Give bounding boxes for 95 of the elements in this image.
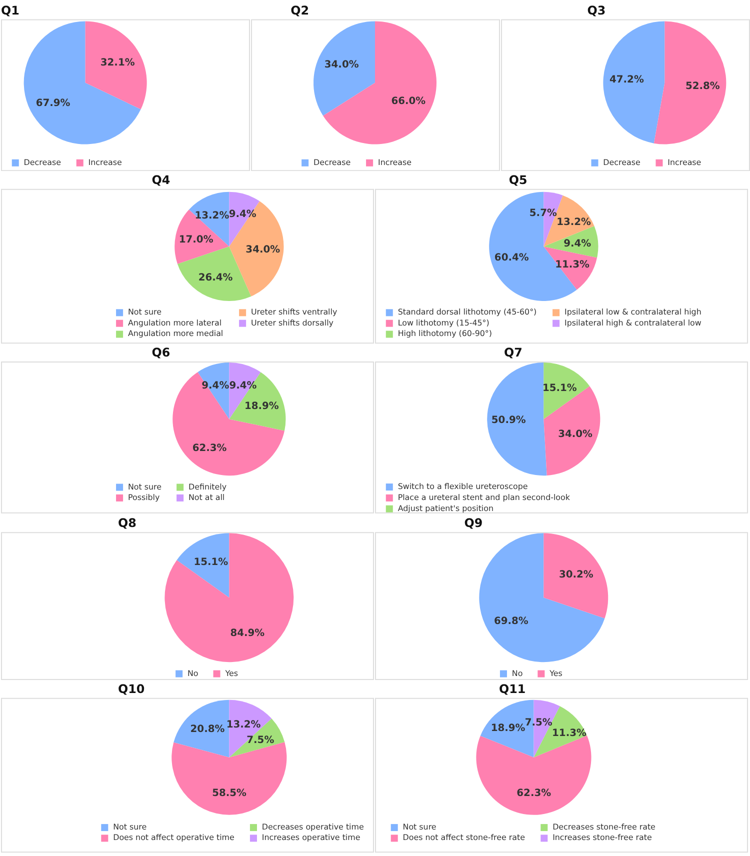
- legend-label: Does not affect stone-free rate: [402, 833, 526, 842]
- data-label: 34.0%: [246, 244, 280, 256]
- legend-label: Definitely: [188, 482, 227, 492]
- legend-label: Increase: [378, 158, 412, 167]
- data-label: 32.1%: [100, 57, 135, 68]
- chart-title: Q7: [504, 346, 522, 360]
- data-label: 67.9%: [36, 98, 70, 110]
- legend-label: Increases operative time: [262, 833, 360, 842]
- data-label: 58.5%: [212, 788, 247, 800]
- legend-label: Not sure: [113, 822, 147, 832]
- data-label: 50.9%: [491, 415, 526, 426]
- legend-label: High lithotomy (60-90°): [398, 329, 492, 338]
- data-label: 66.0%: [391, 96, 426, 108]
- legend-label: Possibly: [128, 492, 160, 502]
- legend-label: No: [188, 668, 198, 678]
- data-label: 11.3%: [555, 259, 590, 270]
- data-label: 62.3%: [192, 443, 227, 454]
- data-label: 7.5%: [524, 718, 552, 729]
- legend-label: Ipsilateral high & contralateral low: [564, 318, 702, 328]
- pie-slice: [85, 21, 147, 110]
- legend-label: Does not affect operative time: [113, 833, 234, 842]
- data-label: 13.2%: [194, 210, 230, 222]
- legend-label: Not at all: [188, 492, 225, 502]
- data-label: 69.8%: [494, 616, 528, 627]
- data-label: 7.5%: [246, 735, 274, 746]
- data-label: 84.9%: [230, 628, 265, 640]
- legend-label: Ureter shifts ventrally: [250, 308, 338, 317]
- data-label: 15.1%: [542, 382, 577, 394]
- data-label: 13.2%: [226, 720, 261, 731]
- pie-slice: [229, 700, 272, 758]
- data-label: 17.0%: [178, 234, 214, 246]
- chart-title: Q2: [290, 3, 310, 18]
- legend-label: Decrease: [24, 158, 62, 167]
- legend-label: Yes: [224, 668, 238, 678]
- legend-label: Ipsilateral low & contralateral high: [564, 308, 702, 317]
- data-label: 11.3%: [552, 728, 586, 740]
- data-label: 26.4%: [198, 272, 233, 284]
- pie-slice: [174, 210, 230, 264]
- data-label: 13.2%: [556, 217, 592, 228]
- pie-slice: [176, 533, 230, 598]
- pie-slice: [323, 21, 436, 144]
- legend-label: Yes: [548, 668, 562, 678]
- data-label: 15.1%: [194, 557, 228, 568]
- pie-slice: [544, 533, 608, 618]
- legend-label: Standard dorsal lithotomy (45-60°): [398, 308, 537, 317]
- legend-label: Ureter shifts dorsally: [250, 318, 334, 328]
- pie-slice: [172, 372, 285, 476]
- legend-label: Not sure: [128, 308, 162, 317]
- pie-slice: [654, 21, 726, 144]
- data-label: 62.3%: [516, 788, 552, 800]
- legend-label: Adjust patient's position: [398, 504, 494, 513]
- data-label: 34.0%: [558, 429, 593, 440]
- chart-title: Q10: [118, 682, 145, 696]
- legend-label: Low lithotomy (15-45°): [398, 318, 490, 328]
- data-label: 60.4%: [494, 252, 529, 264]
- legend-label: No: [512, 668, 523, 678]
- legend-label: Decreases operative time: [262, 822, 364, 832]
- chart-title: Q8: [118, 516, 136, 530]
- legend-label: Increase: [88, 158, 122, 167]
- legend-label: Not sure: [402, 822, 436, 832]
- legend-label: Angulation more lateral: [128, 318, 222, 328]
- data-label: 9.4%: [564, 238, 592, 250]
- data-label: 52.8%: [685, 81, 720, 92]
- chart-title: Q11: [499, 682, 526, 696]
- pie-slice: [603, 21, 665, 144]
- legend-label: Switch to a flexible ureteroscope: [398, 482, 528, 492]
- pie-slice: [314, 21, 375, 116]
- data-label: 18.9%: [244, 400, 279, 412]
- chart-title: Q6: [152, 346, 170, 360]
- chart-title: Q5: [508, 172, 528, 187]
- legend-label: Increase: [668, 158, 702, 167]
- data-label: 18.9%: [490, 722, 526, 734]
- data-label: 47.2%: [610, 74, 644, 86]
- pie-slice: [172, 742, 287, 815]
- data-label: 34.0%: [324, 59, 359, 70]
- chart-title: Q4: [152, 172, 170, 187]
- chart-title: Q9: [464, 516, 483, 530]
- legend-label: Angulation more medial: [128, 329, 224, 338]
- chart-title: Q1: [0, 3, 20, 18]
- pie-slice: [544, 362, 590, 420]
- pie-slice: [229, 372, 286, 431]
- data-label: 20.8%: [190, 724, 225, 736]
- legend-label: Decrease: [603, 158, 640, 167]
- pie-slice: [479, 533, 605, 662]
- data-label: 30.2%: [558, 569, 594, 580]
- legend-label: Increases stone-free rate: [552, 833, 652, 842]
- pie-slice: [164, 533, 294, 662]
- pie-slice: [24, 21, 141, 144]
- legend-label: Place a ureteral stent and plan second-look: [398, 492, 570, 502]
- pie-slice: [476, 736, 592, 815]
- legend-label: Not sure: [128, 482, 162, 492]
- chart-title: Q3: [587, 3, 606, 18]
- legend-label: Decrease: [313, 158, 351, 167]
- legend-label: Decreases stone-free rate: [552, 822, 656, 832]
- pie-slice: [174, 700, 230, 758]
